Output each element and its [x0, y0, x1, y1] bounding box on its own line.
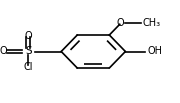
- Text: O: O: [24, 30, 32, 41]
- Text: O: O: [0, 46, 7, 57]
- Text: S: S: [25, 46, 32, 57]
- Text: Cl: Cl: [24, 62, 33, 73]
- Text: O: O: [117, 18, 124, 28]
- Text: CH₃: CH₃: [142, 18, 160, 28]
- Text: OH: OH: [147, 46, 162, 57]
